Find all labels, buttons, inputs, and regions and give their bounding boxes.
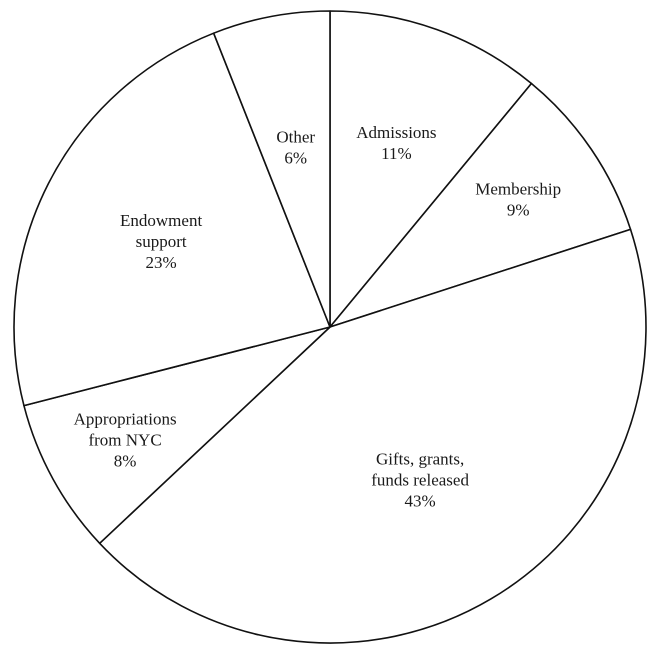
pie-category-label: from NYC — [88, 431, 161, 450]
pie-category-label: Gifts, grants, — [376, 449, 464, 468]
pie-value-label: 6% — [284, 149, 307, 168]
pie-slice-1 — [329, 82, 632, 328]
pie-category-label: Membership — [475, 180, 561, 199]
pie-value-label: 8% — [114, 452, 137, 471]
pie-labels: Admissions 11% Membership 9% Gifts, grants, f… — [74, 123, 562, 510]
pie-category-label: Other — [276, 128, 315, 147]
pie-label-4: Endowment support 23% — [120, 211, 202, 272]
pie-slice-4 — [13, 32, 331, 407]
pie-value-label: 43% — [405, 491, 436, 510]
pie-category-label: Appropriations — [74, 410, 177, 429]
pie-category-label: Admissions — [356, 123, 436, 142]
pie-category-label: funds released — [371, 470, 469, 489]
pie-label-2: Gifts, grants, funds released 43% — [371, 449, 469, 510]
pie-category-label: support — [136, 232, 187, 251]
pie-slice-2 — [98, 228, 647, 644]
pie-slice-5 — [212, 10, 331, 328]
pie-slice-0 — [329, 10, 533, 328]
pie-label-1: Membership 9% — [475, 180, 561, 220]
pie-label-0: Admissions 11% — [356, 123, 436, 163]
pie-value-label: 9% — [507, 201, 530, 220]
pie-label-5: Other 6% — [276, 128, 315, 168]
pie-slices — [13, 10, 647, 644]
pie-category-label: Endowment — [120, 211, 202, 230]
pie-slice-3 — [23, 326, 331, 545]
pie-label-3: Appropriations from NYC 8% — [74, 410, 177, 471]
pie-value-label: 23% — [146, 253, 177, 272]
pie-value-label: 11% — [381, 144, 412, 163]
